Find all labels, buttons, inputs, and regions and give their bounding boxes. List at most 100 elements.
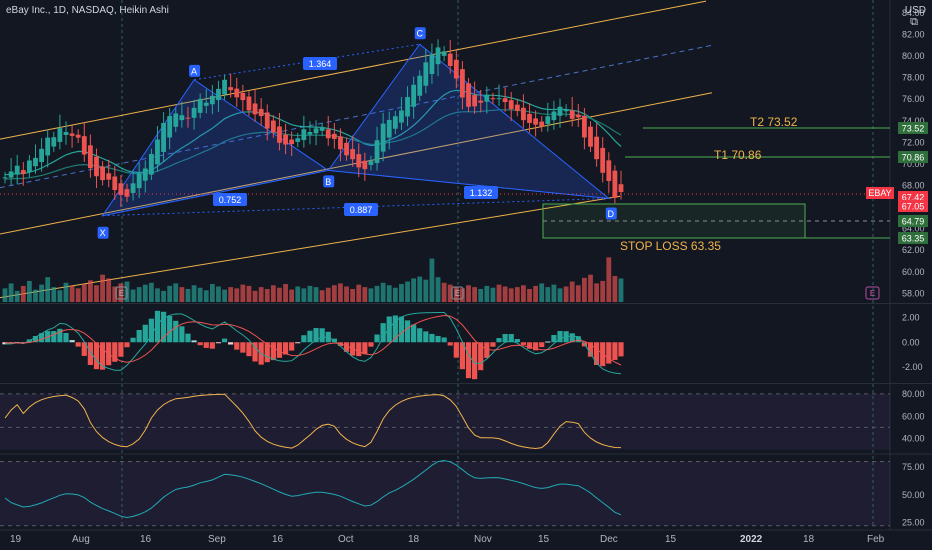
macd-histogram-bar <box>575 336 581 343</box>
volume-bar <box>575 285 581 302</box>
macd-histogram-bar <box>478 342 484 371</box>
volume-bar <box>258 287 264 302</box>
candle-body <box>466 83 471 107</box>
macd-histogram-bar <box>38 333 45 343</box>
macd-histogram-bar <box>130 337 136 343</box>
volume-bar <box>502 286 508 302</box>
entry-level-tag-bg <box>898 215 928 227</box>
volume-bar <box>2 288 8 302</box>
candle-body <box>374 140 380 164</box>
candle-body <box>112 176 118 191</box>
candle-body <box>100 166 105 181</box>
candle-body <box>301 129 307 141</box>
price-tick-label: 82.00 <box>902 30 925 40</box>
macd-histogram-bar <box>160 311 167 343</box>
volume-bar <box>478 288 484 302</box>
macd-line <box>4 312 622 375</box>
volume-bar <box>423 279 429 302</box>
stop-loss-tag-bg <box>898 232 928 244</box>
macd-histogram-bar <box>484 342 490 358</box>
rsi-band <box>0 461 890 526</box>
macd-histogram-bar <box>282 342 289 355</box>
macd-histogram-bar <box>569 333 575 343</box>
volume-bar <box>533 285 539 302</box>
volume-bar <box>161 290 166 302</box>
macd-histogram-bar <box>32 336 39 343</box>
candle-body <box>429 54 435 75</box>
macd-histogram-bar <box>240 342 246 353</box>
volume-bar <box>87 280 93 302</box>
macd-histogram-bar <box>264 342 270 363</box>
volume-bar <box>319 290 325 302</box>
candle-body <box>551 111 557 121</box>
point-label-a: A <box>191 66 197 76</box>
volume-bar <box>399 284 404 302</box>
volume-bar <box>392 287 398 302</box>
candle-body <box>14 165 20 175</box>
macd-histogram-bar <box>154 310 161 343</box>
scale-icon[interactable]: ⧉ <box>910 16 918 28</box>
candle-body <box>618 184 624 192</box>
volume-bar <box>374 285 380 302</box>
macd-histogram-bar <box>594 342 600 365</box>
macd-histogram-bar <box>612 342 618 360</box>
time-tick-label: 16 <box>272 534 284 545</box>
candle-body <box>246 96 252 111</box>
stochastic-tick-label: 80.00 <box>902 389 925 399</box>
candle-body <box>277 126 282 143</box>
volume-bar <box>551 284 557 302</box>
macd-histogram-bar <box>295 342 301 344</box>
volume-bar <box>197 287 203 302</box>
candle-body <box>8 171 14 178</box>
macd-histogram-bar <box>246 342 252 357</box>
time-tick-label: Feb <box>867 534 885 545</box>
volume-bar <box>148 282 154 302</box>
volume-bar <box>411 278 417 302</box>
volume-bar <box>484 285 490 302</box>
candle-body <box>588 126 593 147</box>
candle-body <box>216 88 221 101</box>
candle-body <box>161 122 166 152</box>
macd-histogram-bar <box>551 335 557 343</box>
macd-histogram-bar <box>368 342 374 347</box>
candle-body <box>423 62 429 86</box>
volume-bar <box>289 289 295 302</box>
volume-bar <box>240 284 246 302</box>
volume-bar <box>264 288 270 302</box>
candle-body <box>545 116 551 124</box>
candle-body <box>75 134 81 138</box>
macd-tick-label: 0.00 <box>902 337 920 347</box>
candle-body <box>539 121 545 127</box>
candle-body <box>87 145 93 169</box>
volume-bar <box>472 287 478 302</box>
volume-bar <box>362 287 368 302</box>
macd-histogram-bar <box>203 342 209 348</box>
candle-body <box>447 53 453 67</box>
last-price-tag: 67.42 <box>902 193 925 203</box>
candle-body <box>228 87 234 91</box>
candle-body <box>582 115 587 138</box>
macd-histogram-bar <box>2 342 8 345</box>
candle-body <box>222 79 227 95</box>
target-1-label: T1 70.86 <box>714 148 762 162</box>
candle-body <box>283 134 288 145</box>
candle-body <box>417 75 423 96</box>
target-2-tag: 73.52 <box>902 124 925 134</box>
macd-histogram-bar <box>447 342 453 346</box>
candle-body <box>338 136 343 150</box>
volume-bar <box>600 280 606 302</box>
signal-line <box>4 314 622 366</box>
volume-bar <box>252 290 258 302</box>
ratio-label-bg <box>303 57 337 70</box>
macd-histogram-bar <box>545 341 551 343</box>
macd-histogram-bar <box>423 331 429 343</box>
price-tick-label: 64.00 <box>902 224 925 234</box>
macd-histogram-bar <box>99 342 106 370</box>
candle-body <box>203 102 209 106</box>
candle-body <box>508 100 514 110</box>
price-tick-label: 72.00 <box>902 137 925 147</box>
currency-label: USD <box>904 5 926 16</box>
volume-bar <box>14 290 20 302</box>
volume-bar <box>417 276 423 302</box>
